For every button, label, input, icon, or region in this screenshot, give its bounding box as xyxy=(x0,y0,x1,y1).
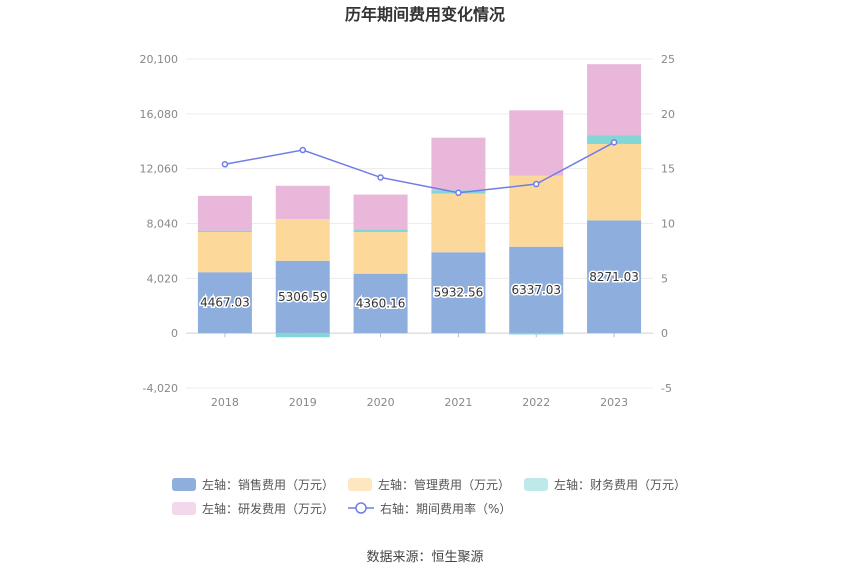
rate-point xyxy=(455,189,462,197)
rate-line xyxy=(221,139,618,197)
legend-item-rate[interactable]: 右轴：期间费用率（%） xyxy=(348,500,511,517)
legend-swatch-rnd xyxy=(172,501,196,515)
legend-label-rnd: 左轴：研发费用（万元） xyxy=(202,501,335,516)
legend: 左轴：销售费用（万元） 左轴：管理费用（万元） 左轴：财务费用（万元） 左轴：研… xyxy=(172,472,732,520)
data-label-sales: 6337.03 xyxy=(511,283,561,297)
x-tick-label: 2018 xyxy=(211,396,239,409)
data-label-sales: 4467.03 xyxy=(200,296,250,310)
right-tick-label: 10 xyxy=(661,218,675,231)
legend-swatch-mgmt xyxy=(348,477,373,491)
bar-mgmt xyxy=(275,219,330,261)
rate-point xyxy=(533,180,540,188)
bar-mgmt xyxy=(197,231,252,273)
rate-point xyxy=(610,139,618,146)
right-tick-label: 15 xyxy=(661,163,675,176)
legend-swatch-sales xyxy=(172,477,196,491)
legend-swatch-rate xyxy=(348,502,375,514)
right-tick-label: 0 xyxy=(661,327,668,340)
left-tick-label: 4,020 xyxy=(147,272,179,285)
rate-point xyxy=(299,146,306,154)
source-note: 数据来源：恒生聚源 xyxy=(366,550,484,565)
data-label-sales: 5932.56 xyxy=(434,286,484,300)
left-tick-label: 20,100 xyxy=(140,53,179,66)
rate-point xyxy=(377,174,384,181)
x-tick-label: 2019 xyxy=(289,396,317,409)
legend-label-mgmt: 左轴：管理费用（万元） xyxy=(378,477,511,492)
bar-sales xyxy=(431,252,486,334)
bar-fin xyxy=(197,230,252,232)
bar-rnd xyxy=(431,137,486,191)
legend-item-mgmt[interactable]: 左轴：管理费用（万元） xyxy=(348,476,510,493)
right-tick-label: -5 xyxy=(661,382,672,395)
bar-sales xyxy=(197,272,252,334)
legend-row-1: 左轴：销售费用（万元） 左轴：管理费用（万元） 左轴：财务费用（万元） xyxy=(172,472,732,496)
bar-sales xyxy=(587,220,642,334)
bar-mgmt xyxy=(431,193,486,253)
legend-label-fin: 左轴：财务费用（万元） xyxy=(554,477,687,492)
bar-fin xyxy=(275,333,330,338)
data-label-sales: 8271.03 xyxy=(589,270,639,284)
left-tick-label: 12,060 xyxy=(140,163,179,176)
bar-rnd xyxy=(509,110,564,176)
bars xyxy=(197,64,642,338)
x-tick-label: 2022 xyxy=(522,396,550,409)
bar-sales xyxy=(509,246,564,334)
legend-item-fin[interactable]: 左轴：财务费用（万元） xyxy=(524,476,686,493)
x-tick-label: 2021 xyxy=(444,396,472,409)
right-axis: -5 0 5 10 15 20 25 xyxy=(661,53,675,395)
legend-item-sales[interactable]: 左轴：销售费用（万元） xyxy=(172,476,334,493)
bar-sales xyxy=(353,273,408,334)
x-tick-label: 2020 xyxy=(367,396,395,409)
bar-mgmt xyxy=(587,143,642,221)
right-tick-label: 5 xyxy=(661,272,668,285)
rate-line-path xyxy=(224,141,615,194)
legend-label-sales: 左轴：销售费用（万元） xyxy=(202,477,335,492)
x-tick-label: 2023 xyxy=(600,396,628,409)
bar-sales xyxy=(275,260,330,334)
chart-title: 历年期间费用变化情况 xyxy=(345,5,505,24)
bar-mgmt xyxy=(509,175,564,247)
left-tick-label: -4,020 xyxy=(143,382,178,395)
left-axis: -4,020 0 4,020 8,040 12,060 16,080 20,100 xyxy=(140,53,179,395)
left-tick-label: 0 xyxy=(171,327,178,340)
data-label-sales: 5306.59 xyxy=(278,290,328,304)
bar-mgmt xyxy=(353,232,408,274)
rate-point xyxy=(221,161,229,168)
gridlines xyxy=(186,58,653,389)
bar-fin xyxy=(353,229,408,233)
data-labels: 4467.03 5306.59 4360.16 5932.56 6337.03 8271.… xyxy=(199,268,641,312)
data-label-sales: 4360.16 xyxy=(356,296,406,310)
bar-rnd xyxy=(587,64,642,136)
bar-fin xyxy=(509,333,564,335)
bar-rnd xyxy=(353,194,408,230)
legend-swatch-fin xyxy=(524,477,549,491)
legend-row-2: 左轴：研发费用（万元） 右轴：期间费用率（%） xyxy=(172,496,732,520)
legend-item-rnd[interactable]: 左轴：研发费用（万元） xyxy=(172,500,334,517)
legend-label-rate: 右轴：期间费用率（%） xyxy=(380,501,512,516)
right-tick-label: 25 xyxy=(661,53,675,66)
left-tick-label: 16,080 xyxy=(140,108,179,121)
x-axis: 2018 2019 2020 2021 2022 2023 xyxy=(211,333,628,409)
left-tick-label: 8,040 xyxy=(147,218,179,231)
right-tick-label: 20 xyxy=(661,108,675,121)
bar-rnd xyxy=(275,185,330,220)
bar-rnd xyxy=(197,195,252,231)
